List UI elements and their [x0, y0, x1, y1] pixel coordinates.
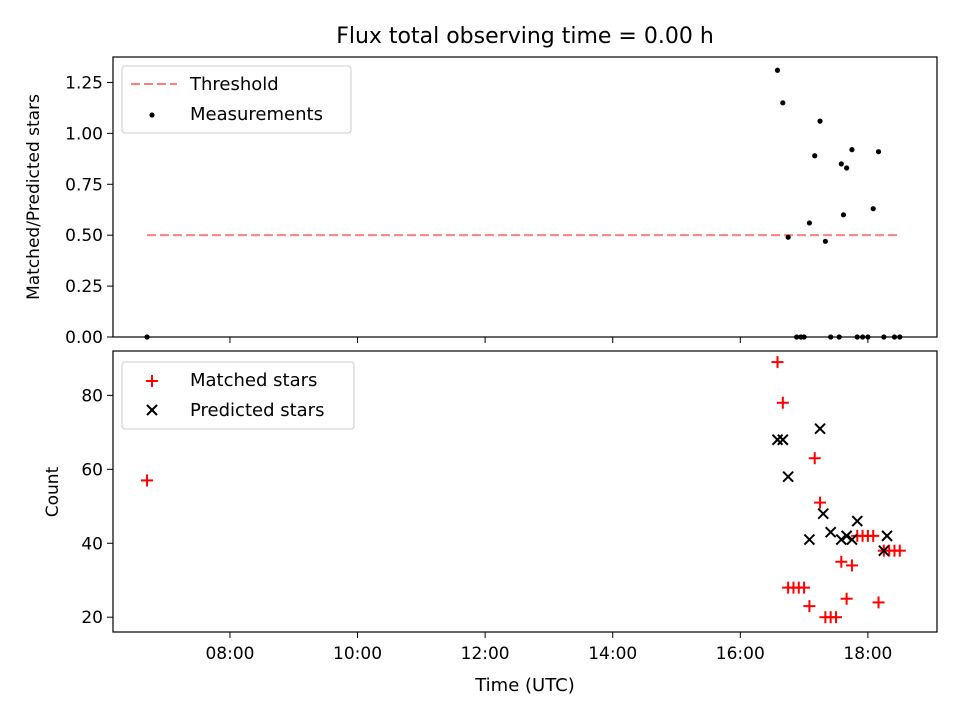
legend-predicted-swatch [146, 404, 158, 416]
matched-star-point [835, 555, 848, 568]
x-tick-label: 14:00 [588, 644, 637, 664]
predicted-star-stroke [835, 533, 848, 546]
predicted-star-point [881, 530, 893, 542]
predicted-star-stroke [803, 533, 816, 546]
legend-matched-swatch [146, 375, 158, 387]
x-tick-label: 12:00 [461, 644, 510, 664]
bottom-y-axis-label: Count [43, 466, 63, 517]
x-axis-label: Time (UTC) [474, 675, 575, 696]
bottom-plot-frame [112, 350, 938, 633]
measurement-point [844, 165, 850, 171]
predicted-star-stroke [881, 530, 893, 542]
bottom-y-tick-label: 80 [81, 386, 103, 406]
top-legend: Threshold Measurements [121, 65, 352, 134]
matched-star-point [893, 544, 906, 557]
legend-measurements-swatch [149, 112, 155, 118]
bottom-y-tick-label: 20 [81, 608, 103, 628]
matched-star-point [803, 600, 816, 613]
bottom-y-axis: 20 40 60 80 [81, 386, 113, 628]
predicted-star-point [846, 533, 858, 546]
matched-star-point [141, 474, 154, 487]
top-chart-title: Flux total observing time = 0.00 h [336, 24, 714, 49]
top-y-tick-label: 0.75 [65, 175, 103, 195]
predicted-star-stroke [878, 544, 890, 557]
bottom-legend: Matched stars Predicted stars [121, 361, 355, 430]
legend-measurements-label: Measurements [190, 104, 323, 125]
matched-star-point [798, 581, 811, 594]
bottom-y-tick-label: 40 [81, 534, 103, 554]
measurement-point [840, 212, 847, 218]
measurement-point [806, 220, 813, 226]
top-y-axis: 0.00 0.25 0.50 0.75 1.00 1.25 [65, 73, 113, 348]
measurement-point [838, 161, 844, 167]
legend-predicted-label: Predicted stars [190, 400, 324, 421]
measurement-point [780, 100, 786, 106]
top-y-tick-label: 1.25 [65, 73, 103, 93]
predicted-star-point [814, 422, 826, 435]
measurement-point [817, 118, 823, 124]
predicted-star-stroke [817, 507, 829, 520]
x-tick-label: 16:00 [716, 644, 765, 664]
bottom-y-tick-label: 60 [81, 460, 103, 480]
predicted-star-point [824, 526, 837, 538]
matched-star-point [829, 611, 842, 624]
matched-star-point [776, 396, 789, 409]
predicted-star-point [803, 533, 816, 546]
matched-star-point [872, 596, 885, 609]
x-tick-label: 08:00 [205, 644, 254, 664]
top-plot-frame [112, 56, 938, 338]
matched-star-point [808, 452, 821, 465]
matched-star-point [840, 592, 853, 605]
predicted-star-point [817, 507, 829, 520]
bottom-plot-area [141, 356, 906, 624]
matched-star-point [814, 496, 827, 509]
predicted-star-stroke [851, 515, 863, 527]
predicted-star-stroke [840, 530, 853, 542]
measurement-point [774, 67, 781, 73]
measurement-point [849, 147, 855, 153]
predicted-star-point [777, 434, 789, 446]
legend-matched-label: Matched stars [190, 370, 317, 391]
bottom-x-axis: 08:00 10:00 12:00 14:00 16:00 18:00 [205, 632, 892, 664]
measurement-point [822, 238, 828, 244]
top-y-tick-label: 0.50 [65, 226, 103, 246]
predicted-star-point [878, 544, 890, 557]
top-y-tick-label: 1.00 [65, 124, 103, 144]
measurement-point [875, 149, 882, 155]
bottom-legend-box [121, 361, 355, 430]
matched-star-point [845, 559, 858, 572]
predicted-star-point [835, 533, 848, 546]
top-legend-box [121, 65, 352, 134]
legend-threshold-label: Threshold [189, 74, 279, 95]
measurement-point [870, 206, 876, 212]
top-y-tick-label: 0.25 [65, 277, 103, 297]
predicted-star-stroke [824, 526, 837, 538]
x-tick-label: 18:00 [843, 644, 892, 664]
predicted-star-stroke [777, 434, 789, 446]
predicted-star-point [782, 471, 794, 483]
predicted-star-stroke [782, 471, 794, 483]
predicted-star-stroke [814, 422, 826, 435]
measurement-point [812, 153, 818, 159]
top-y-axis-label: Matched/Predicted stars [24, 94, 44, 300]
predicted-star-point [851, 515, 863, 527]
measurement-point [785, 234, 791, 240]
top-y-tick-label: 0.00 [65, 328, 103, 348]
matched-star-point [867, 529, 880, 542]
top-x-axis-ticks [229, 337, 869, 343]
predicted-star-stroke [846, 533, 858, 546]
x-tick-label: 10:00 [333, 644, 382, 664]
matched-star-point [771, 356, 784, 369]
predicted-star-point [840, 530, 853, 542]
